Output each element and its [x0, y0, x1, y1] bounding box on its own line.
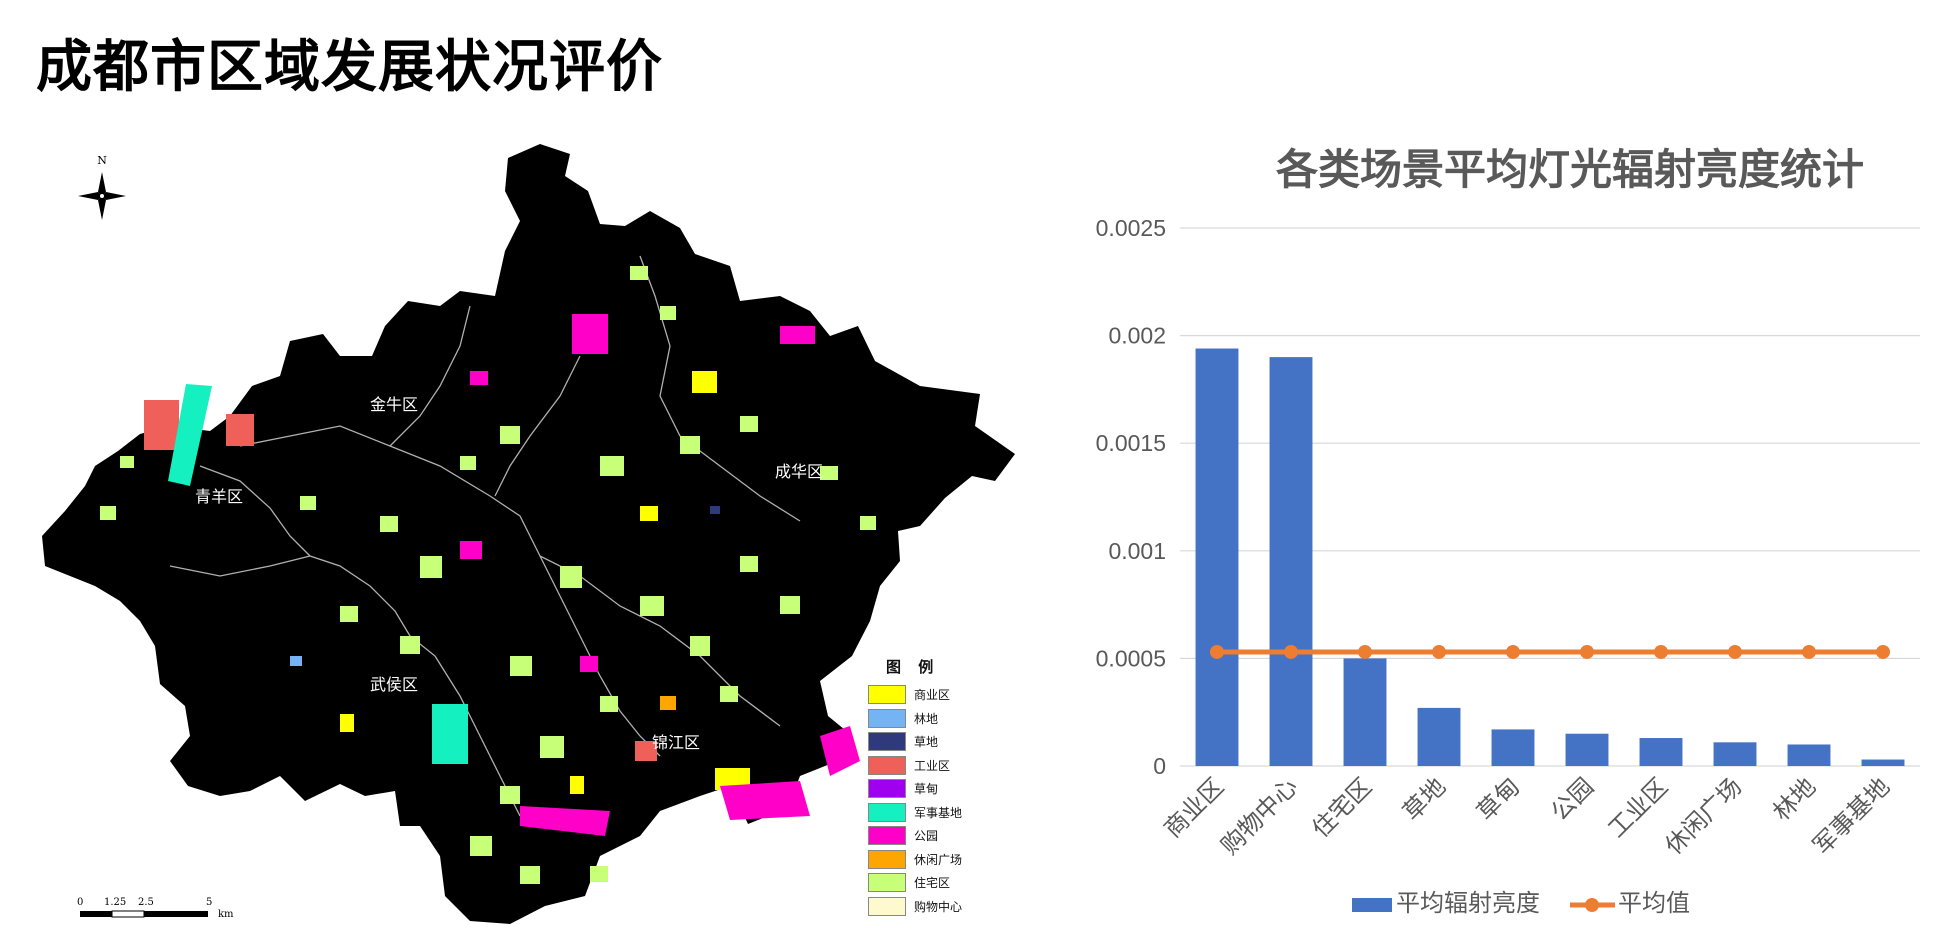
scale-tick-label: 0 — [77, 897, 84, 908]
bar — [1861, 759, 1905, 766]
bar — [1343, 658, 1387, 766]
chart-title: 各类场景平均灯光辐射亮度统计 — [1276, 145, 1864, 194]
legend-swatch — [868, 802, 906, 822]
x-tick-label: 林地 — [1768, 772, 1822, 826]
district-label-chenghua: 成华区 — [775, 462, 824, 481]
x-tick-label: 草甸 — [1472, 772, 1526, 826]
land-use-map: N 0 1.25 2.5 5 km 金牛区 青羊区 成华区 武侯区 锦江区 图 … — [40, 136, 1020, 926]
legend-label: 工业区 — [914, 758, 951, 773]
bar — [1565, 733, 1609, 766]
legend-item: 住宅区 — [868, 871, 1018, 895]
average-point — [1654, 644, 1668, 659]
legend-label: 军事基地 — [914, 805, 963, 820]
legend-label: 公园 — [914, 829, 939, 844]
average-point — [1210, 644, 1224, 659]
x-tick-label: 住宅区 — [1307, 772, 1378, 843]
legend-swatch — [868, 849, 906, 869]
legend-item: 购物中心 — [868, 895, 1018, 919]
y-tick-label: 0.002 — [1108, 323, 1166, 349]
scale-tick-label: 2.5 — [138, 897, 154, 908]
slide-title: 成都市区域发展状况评价 — [36, 35, 663, 100]
legend-label: 住宅区 — [914, 876, 951, 891]
legend-item: 军事基地 — [868, 801, 1018, 825]
x-tick-label: 军事基地 — [1808, 772, 1896, 860]
y-tick-label: 0.0005 — [1096, 645, 1166, 671]
chart-canvas: 各类场景平均灯光辐射亮度统计 0 0.0005 0.001 0.0015 0.002 0.0… — [1096, 145, 1920, 917]
bar — [1269, 357, 1313, 766]
average-point — [1506, 644, 1520, 659]
district-label-wuhou: 武侯区 — [370, 675, 419, 694]
north-label: N — [97, 154, 107, 167]
legend-item: 林地 — [868, 707, 1018, 731]
legend-label: 商业区 — [914, 688, 951, 703]
x-tick-label: 工业区 — [1603, 772, 1674, 843]
legend-swatch — [868, 826, 906, 846]
scale-tick-label: 1.25 — [104, 897, 127, 908]
legend-swatch — [868, 685, 906, 705]
scale-tick-label: 5 — [206, 897, 213, 908]
district-label-jinniu: 金牛区 — [370, 395, 419, 414]
legend-label: 草地 — [914, 735, 939, 750]
legend-swatch — [868, 896, 906, 916]
legend-label: 林地 — [914, 711, 939, 726]
x-tick-label: 商业区 — [1159, 772, 1230, 843]
y-tick-label: 0 — [1153, 753, 1166, 779]
legend-item: 商业区 — [868, 683, 1018, 707]
y-tick-label: 0.001 — [1108, 538, 1166, 564]
average-point — [1284, 644, 1298, 659]
bar — [1713, 742, 1757, 766]
legend-item: 公园 — [868, 824, 1018, 848]
bar — [1491, 729, 1535, 766]
legend-item: 草甸 — [868, 777, 1018, 801]
legend-label-line: 平均值 — [1618, 889, 1690, 917]
y-tick-label: 0.0025 — [1096, 215, 1166, 241]
y-tick-label: 0.0015 — [1096, 430, 1166, 456]
north-arrow-icon — [78, 172, 126, 220]
legend-item: 工业区 — [868, 754, 1018, 778]
legend-item: 草地 — [868, 730, 1018, 754]
radiance-bar-chart: 各类场景平均灯光辐射亮度统计 0 0.0005 0.001 0.0015 0.002 0.0… — [1060, 120, 1940, 930]
x-tick-label: 购物中心 — [1216, 772, 1304, 860]
legend-swatch — [868, 732, 906, 752]
legend-label-bar: 平均辐射亮度 — [1396, 889, 1540, 917]
scale-bar — [80, 910, 208, 918]
bar — [1417, 707, 1461, 766]
bar — [1787, 744, 1831, 766]
bar — [1195, 348, 1239, 766]
legend-marker-line — [1585, 898, 1599, 912]
legend-label: 草甸 — [914, 782, 939, 797]
scale-unit-label: km — [218, 909, 234, 920]
x-tick-label: 公园 — [1546, 772, 1600, 826]
map-canvas: N — [42, 144, 1015, 924]
legend-swatch — [868, 755, 906, 775]
legend-swatch — [868, 779, 906, 799]
district-label-jinjiang: 锦江区 — [652, 733, 701, 752]
map-legend: 图 例 商业区林地草地工业区草甸军事基地公园休闲广场住宅区购物中心 — [868, 656, 1018, 918]
x-tick-label: 草地 — [1398, 772, 1452, 826]
legend-item: 休闲广场 — [868, 848, 1018, 872]
legend-label: 购物中心 — [914, 899, 963, 914]
legend-swatch-bar — [1352, 898, 1392, 912]
legend-swatch — [868, 708, 906, 728]
legend-label: 休闲广场 — [914, 852, 963, 867]
average-point — [1728, 644, 1742, 659]
land-use-patches — [100, 266, 876, 884]
average-point — [1432, 644, 1446, 659]
legend-swatch — [868, 873, 906, 893]
legend-title: 图 例 — [886, 658, 940, 676]
x-tick-label: 休闲广场 — [1660, 772, 1748, 860]
district-label-qingyang: 青羊区 — [195, 487, 244, 506]
average-point — [1580, 644, 1594, 659]
average-point — [1802, 644, 1816, 659]
average-point — [1876, 644, 1890, 659]
bar — [1639, 738, 1683, 766]
average-point — [1358, 644, 1372, 659]
